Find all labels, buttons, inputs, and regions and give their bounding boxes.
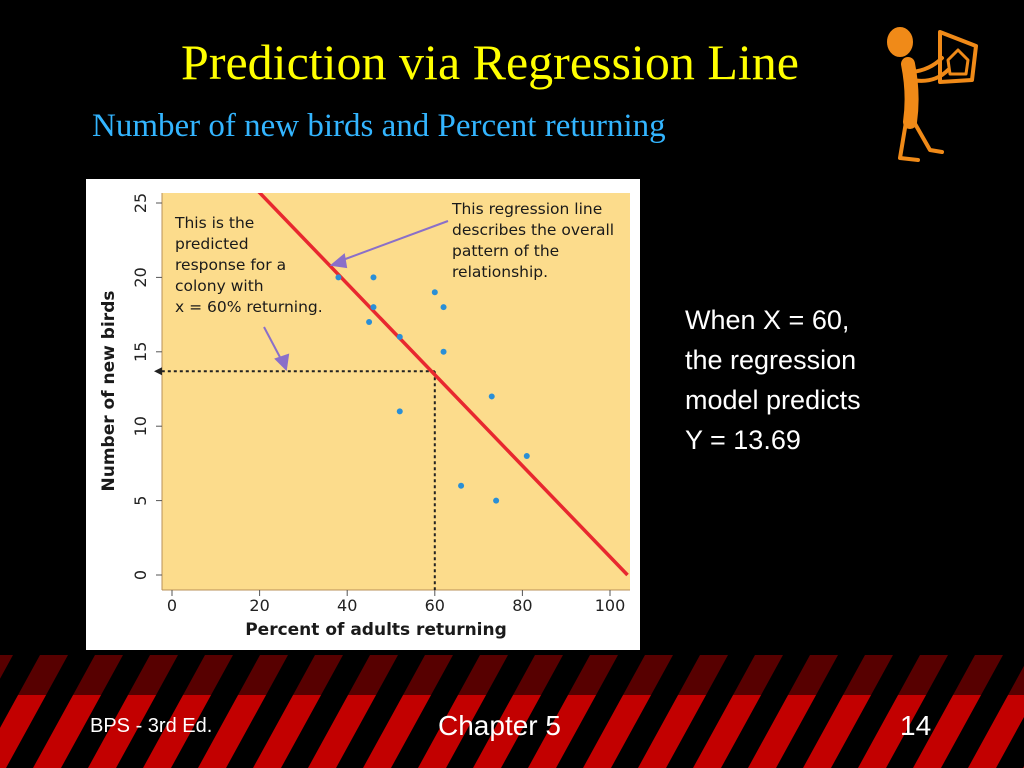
arrow-head [274,353,290,372]
annotation-line: This is the [174,214,254,232]
footer-edition: BPS - 3rd Ed. [90,715,213,737]
prediction-explanation: When X = 60, the regression model predic… [685,300,861,460]
scatterplot-figure: 0 20 40 60 80 100 0 5 10 15 20 25 Number of new bir… [86,179,640,650]
x-tick-label: 60 [425,596,445,615]
footer-chapter: Chapter 5 [438,710,561,741]
data-point [335,274,342,281]
x-tick-label: 40 [337,596,357,615]
arrow-head [329,253,348,269]
stick-figure-holding-house-sign-icon [887,27,978,162]
y-tick-label: 15 [131,342,150,362]
y-tick-label: 20 [131,267,150,287]
data-point [488,393,495,400]
data-point [431,289,438,296]
annotation-line: relationship. [452,263,548,281]
x-axis-label: Percent of adults returning [245,620,507,640]
annotation-arrows [263,220,449,372]
regression-line [257,193,629,577]
annotation-line: response for a [175,256,286,274]
data-point [440,304,447,311]
data-point [370,304,377,311]
annotation-predicted-response: This is the predicted response for a col… [174,214,323,316]
x-tick-label: 0 [167,596,177,615]
slide-title: Prediction via Regression Line [181,34,799,90]
data-point [440,348,447,355]
explanation-line: Y = 13.69 [685,425,801,455]
annotation-line: x = 60% returning. [175,298,323,316]
arrow-to-predicted-response [263,326,283,362]
y-tick-label: 25 [131,193,150,213]
footer-page-number: 14 [900,710,932,741]
annotation-line: describes the overall [452,221,614,239]
annotation-line: pattern of the [452,242,559,260]
y-tick-label: 5 [131,496,150,506]
explanation-line: the regression [685,345,857,375]
data-point [458,482,465,489]
slide-subtitle: Number of new birds and Percent returnin… [92,108,666,144]
data-point [366,319,373,326]
arrow-to-regression-line [339,220,449,262]
data-point [493,497,500,504]
annotation-line: colony with [175,277,264,295]
explanation-line: model predicts [685,385,861,415]
x-tick-label: 100 [595,596,626,615]
annotation-line: This regression line [451,200,602,218]
footer-stripe-band [0,655,1024,768]
data-point [370,274,377,281]
scatterplot-svg: 0 20 40 60 80 100 0 5 10 15 20 25 Number of new bir… [99,193,630,640]
annotation-regression-line: This regression line describes the overa… [451,200,614,281]
footer-shade [0,655,1024,695]
x-tick-label: 80 [512,596,532,615]
annotation-line: predicted [175,235,249,253]
x-tick-label: 20 [249,596,269,615]
y-axis-label: Number of new birds [99,291,119,492]
plot-area [162,193,630,590]
y-tick-label: 10 [131,416,150,436]
y-tick-label: 0 [131,570,150,580]
prediction-arrowhead [154,367,162,376]
data-point [396,408,403,415]
data-point [523,452,530,459]
explanation-line: When X = 60, [685,305,850,335]
data-point [396,333,403,340]
